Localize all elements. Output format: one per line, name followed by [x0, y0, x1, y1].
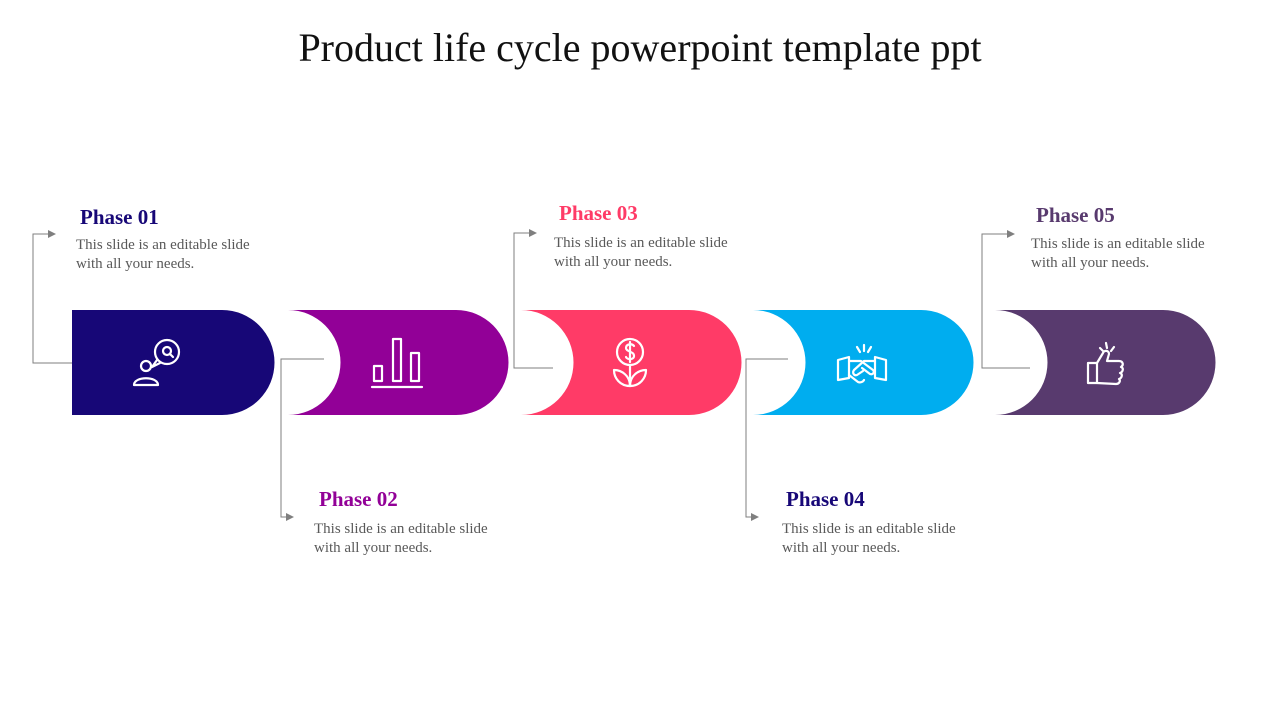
connector-phase-03: [513, 229, 553, 369]
phase-03-description: This slide is an editable slide with all…: [554, 235, 728, 270]
phase-01-title: Phase 01: [80, 205, 159, 229]
phase-05-shape: [995, 310, 1216, 415]
phase-04-description: This slide is an editable slide with all…: [782, 521, 956, 556]
thumbs-up-icon: [1086, 341, 1124, 386]
search-person-icon: [132, 338, 181, 387]
phase-05-title: Phase 05: [1036, 203, 1115, 227]
money-plant-icon: [612, 337, 648, 388]
bar-chart-icon: [370, 337, 424, 389]
phase-03-shape: [521, 310, 742, 415]
phase-03-title: Phase 03: [559, 201, 638, 225]
phase-02-description: This slide is an editable slide with all…: [314, 521, 488, 556]
connector-phase-02: [280, 358, 324, 521]
connector-phase-05: [981, 230, 1030, 369]
connector-phase-01: [32, 230, 72, 364]
phase-04-title: Phase 04: [786, 487, 865, 511]
page-title: Product life cycle powerpoint template p…: [298, 25, 982, 70]
phase-02-shape: [288, 310, 509, 415]
phase-05-description: This slide is an editable slide with all…: [1031, 236, 1205, 271]
connector-phase-04: [745, 358, 788, 521]
connector-lines: [32, 229, 1030, 521]
handshake-icon: [836, 343, 888, 384]
phase-shapes: [72, 310, 1216, 415]
phase-02-title: Phase 02: [319, 487, 398, 511]
phase-01-description: This slide is an editable slide with all…: [76, 237, 250, 272]
